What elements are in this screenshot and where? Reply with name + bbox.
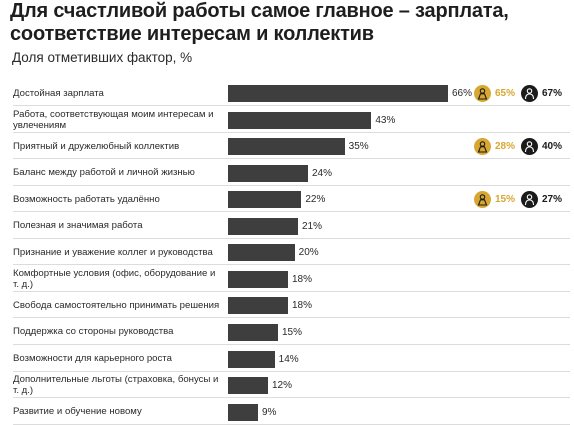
bar: [228, 403, 258, 421]
row-divider: [13, 397, 570, 399]
chart-row: Развитие и обучение новому 9%: [0, 399, 574, 425]
female-stat: 28%: [474, 137, 515, 156]
chart-row: Возможность работать удалённо 22% 15% 27%: [0, 186, 574, 213]
bar: [228, 85, 448, 102]
category-label: Развитие и обучение новому: [13, 406, 142, 418]
row-divider: [13, 264, 570, 266]
category-label: Полезная и значимая работа: [13, 220, 143, 232]
value-label: 24%: [312, 167, 333, 179]
row-divider: [13, 211, 570, 213]
category-label: Возможность работать удалённо: [13, 193, 160, 205]
chart-row: Работа, соответствующая моим интересам и…: [0, 107, 574, 133]
male-stat: 40%: [521, 137, 562, 156]
value-label: 35%: [348, 141, 369, 153]
female-stat: 65%: [474, 84, 515, 103]
man-icon: [521, 191, 538, 209]
male-value-label: 27%: [542, 194, 563, 206]
value-label: 18%: [292, 300, 313, 312]
bar: [228, 217, 298, 235]
woman-icon: [474, 138, 491, 156]
chart-row: Достойная зарплата 66% 65% 67%: [0, 80, 574, 106]
row-divider: [13, 105, 570, 106]
value-label: 66%: [452, 88, 473, 99]
value-label: 9%: [262, 406, 277, 418]
row-divider: [13, 423, 570, 425]
category-label: Свобода самостоятельно принимать решения: [13, 299, 220, 311]
bar: [228, 191, 302, 209]
bar: [228, 138, 345, 156]
chart-row: Признание и уважение коллег и руководств…: [0, 239, 574, 266]
category-label: Баланс между работой и личной жизнью: [13, 167, 195, 179]
category-label: Возможности для карьерного роста: [13, 353, 172, 364]
row-divider: [13, 131, 570, 133]
row-divider: [13, 317, 570, 319]
bar: [228, 111, 372, 129]
value-label: 22%: [305, 194, 326, 206]
value-label: 14%: [278, 353, 299, 365]
value-label: 12%: [272, 380, 293, 392]
female-value-label: 15%: [495, 194, 516, 206]
bar: [228, 297, 288, 315]
female-value-label: 65%: [495, 88, 516, 99]
row-divider: [13, 158, 570, 160]
bar: [228, 377, 268, 395]
man-icon: [521, 85, 538, 102]
category-label: Приятный и дружелюбный коллектив: [13, 140, 180, 152]
female-stat: 15%: [474, 190, 515, 209]
value-label: 15%: [282, 326, 303, 338]
bar: [228, 323, 278, 341]
row-divider: [13, 370, 570, 372]
value-label: 18%: [292, 273, 313, 285]
female-value-label: 28%: [495, 141, 516, 153]
chart-row: Свобода самостоятельно принимать решения…: [0, 292, 574, 319]
category-label: Признание и уважение коллег и руководств…: [13, 246, 213, 258]
chart-subtitle: Доля отметивших фактор, %: [12, 50, 193, 65]
bar: [228, 244, 295, 262]
row-divider: [13, 343, 570, 345]
value-label: 20%: [298, 247, 319, 259]
chart-row: Приятный и дружелюбный коллектив 35% 28% 40…: [0, 133, 574, 160]
chart-row: Дополнительные льготы (страховка, бонусы…: [0, 372, 574, 399]
category-label: Поддержка со стороны руководства: [13, 326, 174, 338]
chart-row: Полезная и значимая работа 21%: [0, 213, 574, 239]
category-label: Дополнительные льготы (страховка, бонусы…: [13, 374, 219, 397]
bar: [228, 270, 288, 288]
category-label: Комфортные условия (офис, оборудование и…: [13, 267, 216, 290]
row-divider: [13, 290, 570, 292]
male-stat: 67%: [521, 84, 562, 103]
male-value-label: 67%: [542, 88, 563, 99]
woman-icon: [474, 191, 491, 209]
chart-row: Поддержка со стороны руководства 15%: [0, 319, 574, 345]
row-divider: [13, 237, 570, 239]
category-label: Работа, соответствующая моим интересам и…: [13, 108, 214, 131]
bar: [228, 350, 275, 368]
male-value-label: 40%: [542, 141, 563, 153]
chart-row: Возможности для карьерного роста 14%: [0, 346, 574, 372]
chart-row: Комфортные условия (офис, оборудование и…: [0, 266, 574, 292]
category-label: Достойная зарплата: [13, 87, 104, 99]
value-label: 21%: [302, 220, 323, 232]
chart-row: Баланс между работой и личной жизнью 24%: [0, 160, 574, 186]
value-label: 43%: [375, 114, 396, 126]
woman-icon: [474, 85, 491, 102]
male-stat: 27%: [521, 190, 562, 209]
chart-title: Для счастливой работы самое главное – за…: [10, 0, 509, 45]
row-divider: [13, 184, 570, 186]
man-icon: [521, 138, 538, 156]
bar: [228, 164, 308, 182]
